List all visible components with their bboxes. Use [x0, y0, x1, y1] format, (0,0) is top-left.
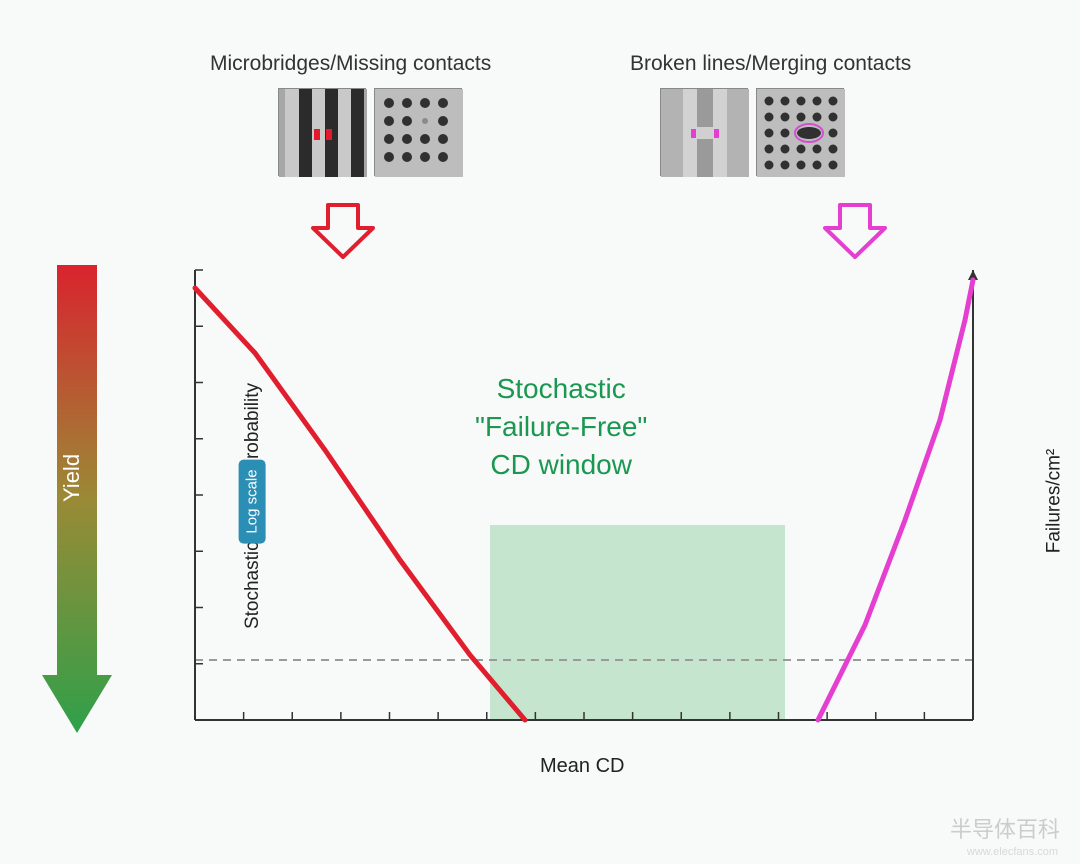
- label-brokenlines: Broken lines/Merging contacts: [630, 52, 911, 76]
- sem-pair-right: [660, 88, 848, 176]
- arrow-down-red: [308, 200, 378, 267]
- label-microbridges: Microbridges/Missing contacts: [210, 52, 491, 76]
- center-line-3: CD window: [475, 446, 647, 484]
- sem-lines-right: [660, 88, 748, 176]
- center-line-2: "Failure-Free": [475, 408, 647, 446]
- x-axis-label: Mean CD: [540, 755, 624, 778]
- watermark-url: www.elecfans.com: [967, 846, 1058, 858]
- sem-lines-left: [278, 88, 366, 176]
- watermark: 半导体百科: [950, 812, 1060, 844]
- logscale-badge: Log scale: [239, 459, 266, 543]
- sem-pair-left: [278, 88, 466, 176]
- chart-area: [190, 265, 980, 725]
- sem-dots-left: [374, 88, 462, 176]
- sem-dots-right: [756, 88, 844, 176]
- center-caption: Stochastic "Failure-Free" CD window: [475, 370, 647, 483]
- yield-label: Yield: [59, 454, 85, 502]
- figure-container: Microbridges/Missing contacts Broken lin…: [0, 0, 1080, 864]
- y-right-axis-label: Failures/cm²: [1043, 449, 1065, 554]
- arrow-down-magenta: [820, 200, 890, 267]
- center-line-1: Stochastic: [475, 370, 647, 408]
